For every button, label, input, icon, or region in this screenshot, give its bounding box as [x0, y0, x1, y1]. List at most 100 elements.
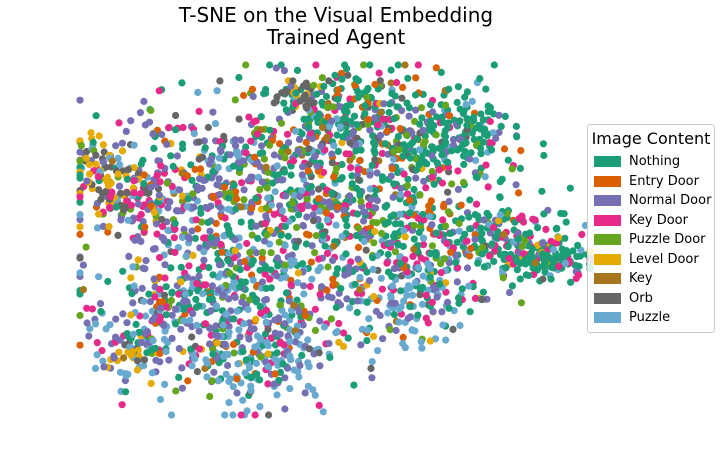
- scatter-point: [436, 280, 444, 288]
- scatter-point: [508, 282, 516, 290]
- scatter-point: [477, 125, 485, 133]
- scatter-point: [428, 143, 437, 151]
- scatter-point: [281, 311, 289, 319]
- scatter-point: [378, 285, 386, 293]
- scatter-point: [140, 297, 148, 305]
- scatter-point: [409, 252, 417, 260]
- scatter-point: [381, 140, 389, 148]
- legend-swatch: [594, 175, 621, 187]
- scatter-point: [315, 401, 323, 409]
- legend-label: Nothing: [629, 154, 681, 170]
- scatter-point: [149, 337, 157, 345]
- scatter-point: [406, 196, 414, 204]
- scatter-point: [209, 167, 217, 176]
- scatter-point: [345, 150, 353, 158]
- scatter-point: [264, 194, 272, 202]
- scatter-point: [206, 160, 214, 168]
- scatter-point: [419, 234, 428, 242]
- scatter-point: [130, 177, 138, 185]
- scatter-point: [350, 381, 358, 389]
- scatter-point: [303, 116, 311, 124]
- scatter-point: [468, 97, 476, 105]
- scatter-point: [259, 248, 267, 256]
- scatter-point: [387, 213, 395, 221]
- scatter-point: [204, 123, 212, 132]
- scatter-point: [295, 135, 304, 143]
- scatter-point: [138, 284, 146, 292]
- scatter-point: [262, 204, 270, 212]
- scatter-point: [299, 163, 307, 171]
- scatter-point: [474, 259, 482, 267]
- chart-title: T-SNE on the Visual Embedding Trained Ag…: [0, 4, 672, 48]
- scatter-point: [305, 145, 313, 153]
- scatter-point: [201, 364, 209, 373]
- scatter-point: [363, 337, 371, 345]
- scatter-point: [360, 217, 368, 225]
- scatter-point: [171, 225, 179, 233]
- scatter-point: [272, 171, 280, 180]
- scatter-point: [437, 260, 445, 268]
- scatter-point: [357, 341, 365, 349]
- scatter-point: [76, 198, 84, 206]
- scatter-point: [208, 282, 216, 290]
- scatter-point: [287, 281, 295, 289]
- scatter-point: [137, 237, 145, 245]
- scatter-point: [476, 75, 484, 83]
- scatter-point: [124, 166, 132, 174]
- scatter-point: [209, 192, 217, 200]
- scatter-point: [186, 316, 194, 324]
- scatter-point: [387, 79, 395, 87]
- scatter-point: [196, 165, 205, 173]
- scatter-point: [188, 333, 196, 341]
- scatter-point: [513, 266, 522, 274]
- scatter-point: [485, 212, 493, 220]
- scatter-point: [534, 224, 542, 232]
- scatter-point: [249, 276, 257, 284]
- scatter-point: [429, 108, 437, 116]
- scatter-point: [233, 195, 241, 203]
- scatter-point: [136, 109, 144, 117]
- scatter-point: [161, 380, 169, 388]
- scatter-point: [230, 340, 238, 348]
- scatter-point: [76, 341, 84, 349]
- scatter-point: [158, 130, 166, 139]
- scatter-point: [311, 391, 319, 399]
- scatter-point: [418, 114, 426, 122]
- scatter-point: [234, 360, 242, 368]
- scatter-point: [124, 216, 132, 224]
- scatter-point: [240, 196, 248, 204]
- scatter-point: [354, 166, 362, 174]
- scatter-point: [561, 259, 570, 267]
- scatter-point: [517, 147, 525, 155]
- scatter-point: [477, 150, 485, 158]
- scatter-point: [444, 208, 452, 216]
- scatter-point: [394, 169, 402, 177]
- scatter-point: [172, 320, 180, 328]
- scatter-point: [323, 286, 331, 294]
- scatter-point: [159, 298, 167, 306]
- scatter-point: [183, 203, 191, 211]
- scatter-point: [344, 71, 352, 79]
- scatter-point: [258, 254, 266, 262]
- scatter-point: [518, 242, 527, 250]
- scatter-point: [490, 61, 498, 69]
- scatter-point: [162, 347, 170, 356]
- scatter-point: [326, 353, 334, 362]
- legend-swatch: [594, 292, 621, 304]
- scatter-point: [76, 230, 84, 238]
- scatter-point: [426, 249, 434, 257]
- legend-entry: Nothing: [588, 152, 714, 172]
- scatter-point: [276, 330, 284, 338]
- scatter-point: [188, 176, 196, 184]
- scatter-point: [500, 231, 508, 239]
- scatter-point: [237, 411, 245, 419]
- scatter-point: [323, 103, 332, 111]
- scatter-point: [373, 219, 381, 227]
- scatter-point: [284, 232, 292, 240]
- scatter-point: [497, 122, 505, 130]
- scatter-point: [401, 233, 409, 241]
- scatter-point: [76, 311, 84, 320]
- scatter-point: [270, 380, 278, 388]
- scatter-point: [391, 230, 399, 238]
- scatter-point: [527, 249, 535, 258]
